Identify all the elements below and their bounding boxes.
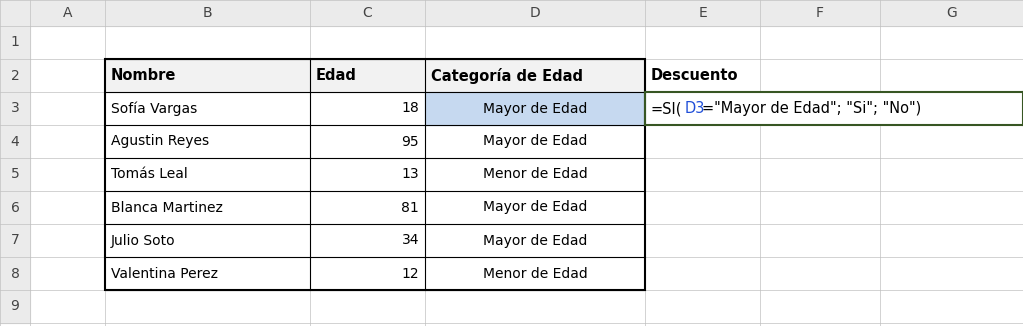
Text: 7: 7 <box>10 233 19 247</box>
Text: 9: 9 <box>10 300 19 314</box>
Text: 2: 2 <box>10 68 19 82</box>
Text: Mayor de Edad: Mayor de Edad <box>483 135 587 149</box>
Text: 3: 3 <box>10 101 19 115</box>
Text: 13: 13 <box>401 168 419 182</box>
Text: 5: 5 <box>10 168 19 182</box>
Bar <box>0 92 30 125</box>
Text: 34: 34 <box>401 233 419 247</box>
Text: Nombre: Nombre <box>112 68 176 83</box>
Bar <box>105 59 644 290</box>
Text: A: A <box>62 6 73 20</box>
Text: =SI(: =SI( <box>651 101 682 116</box>
Text: C: C <box>362 6 372 20</box>
Text: 4: 4 <box>10 135 19 149</box>
Bar <box>105 59 644 290</box>
Bar <box>0 158 30 191</box>
Bar <box>0 257 30 290</box>
Text: Edad: Edad <box>316 68 357 83</box>
Bar <box>0 290 30 323</box>
Text: G: G <box>946 6 957 20</box>
Bar <box>0 224 30 257</box>
Text: Agustin Reyes: Agustin Reyes <box>112 135 209 149</box>
Text: ="Mayor de Edad"; "Si"; "No"): ="Mayor de Edad"; "Si"; "No") <box>702 101 921 116</box>
Text: F: F <box>816 6 824 20</box>
Text: Blanca Martinez: Blanca Martinez <box>112 200 223 215</box>
Text: 1: 1 <box>10 36 19 50</box>
Bar <box>644 92 1023 125</box>
Text: Julio Soto: Julio Soto <box>112 233 176 247</box>
Text: D3: D3 <box>684 101 705 116</box>
Bar <box>0 59 30 92</box>
Text: Menor de Edad: Menor de Edad <box>483 266 587 280</box>
Text: Mayor de Edad: Mayor de Edad <box>483 101 587 115</box>
Text: Sofía Vargas: Sofía Vargas <box>112 101 197 116</box>
Text: 8: 8 <box>10 266 19 280</box>
Text: 18: 18 <box>401 101 419 115</box>
Bar <box>0 0 1023 26</box>
Text: Valentina Perez: Valentina Perez <box>112 266 218 280</box>
Bar <box>0 191 30 224</box>
Text: 95: 95 <box>401 135 419 149</box>
Text: 81: 81 <box>401 200 419 215</box>
Text: Mayor de Edad: Mayor de Edad <box>483 233 587 247</box>
Bar <box>105 59 644 92</box>
Text: Descuento: Descuento <box>651 68 739 83</box>
Text: Menor de Edad: Menor de Edad <box>483 168 587 182</box>
Text: E: E <box>698 6 707 20</box>
Text: B: B <box>203 6 213 20</box>
Bar <box>425 92 644 125</box>
Bar <box>0 26 30 59</box>
Text: Tomás Leal: Tomás Leal <box>112 168 188 182</box>
Bar <box>0 125 30 158</box>
Text: 6: 6 <box>10 200 19 215</box>
Text: D: D <box>530 6 540 20</box>
Text: Categoría de Edad: Categoría de Edad <box>431 67 583 83</box>
Text: Mayor de Edad: Mayor de Edad <box>483 200 587 215</box>
Text: 12: 12 <box>401 266 419 280</box>
